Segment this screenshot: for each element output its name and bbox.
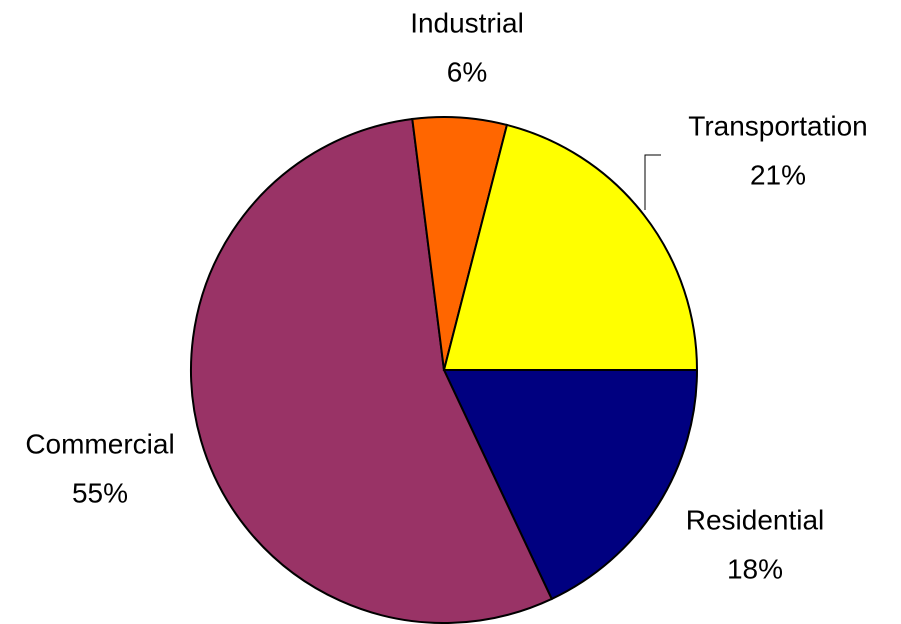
pie-slice	[442, 369, 699, 601]
slice-label: Residential	[686, 504, 825, 535]
slice-value-label: 6%	[447, 56, 487, 87]
slice-label: Transportation	[688, 110, 868, 141]
pie-slice	[442, 123, 699, 371]
pie-slice	[190, 117, 554, 624]
slice-label: Commercial	[25, 428, 174, 459]
slice-value-label: 18%	[727, 553, 783, 584]
slice-value-label: 21%	[750, 159, 806, 190]
slice-value-label: 55%	[72, 477, 128, 508]
slice-label: Industrial	[410, 7, 524, 38]
leader-line	[644, 154, 661, 210]
